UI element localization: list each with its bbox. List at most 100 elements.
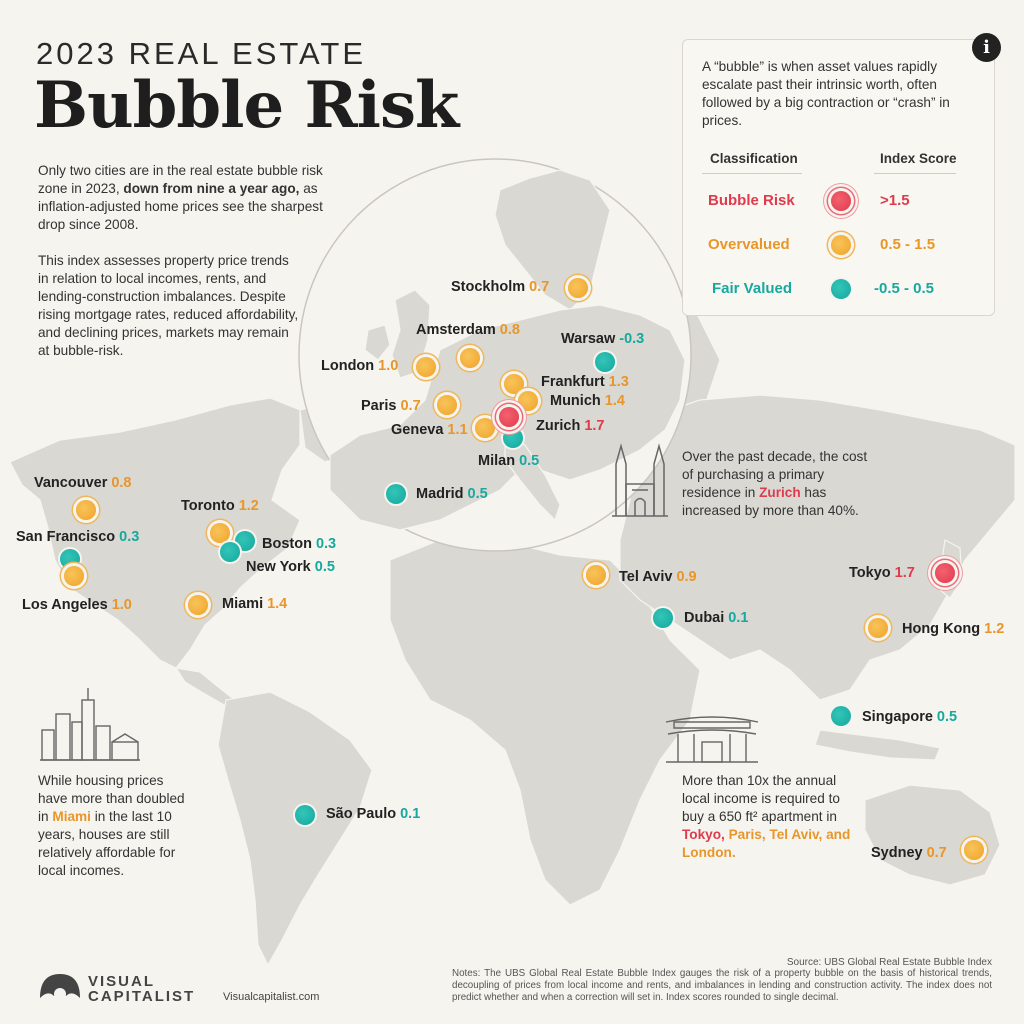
label-new-york: New York 0.5 xyxy=(246,559,335,575)
marker-amsterdam[interactable] xyxy=(460,348,480,368)
score-san-francisco: 0.3 xyxy=(119,529,140,545)
score-zurich: 1.7 xyxy=(584,418,605,434)
marker-boston[interactable] xyxy=(235,531,255,551)
legend-divider-right xyxy=(874,173,956,174)
intro-text-c: as inflation-adjusted home prices see th… xyxy=(38,181,323,232)
miami-note: While housing prices have more than doub… xyxy=(38,772,193,880)
asia-landmass xyxy=(619,394,1016,701)
legend-label-bubble-risk: Bubble Risk xyxy=(708,192,795,209)
logo-line-2: CAPITALIST xyxy=(88,988,196,1005)
label-hong-kong: Hong Kong 1.2 xyxy=(902,621,1005,637)
label-milan: Milan 0.5 xyxy=(478,453,540,469)
tokyo-note: More than 10x the annual local income is… xyxy=(682,773,851,860)
legend-range-fair-valued: -0.5 - 0.5 xyxy=(874,280,935,297)
zurich-note-text-a: Over the past decade, the cost of purcha… xyxy=(682,449,868,500)
tokyo-note-city-telaviv: Tel Aviv, xyxy=(769,827,823,842)
score-stockholm: 0.7 xyxy=(529,279,550,295)
score-london: 1.0 xyxy=(378,358,399,374)
marker-tel-aviv[interactable] xyxy=(586,565,606,585)
marker-madrid[interactable] xyxy=(386,484,406,504)
italy-landmass xyxy=(504,439,561,522)
marker-vancouver[interactable] xyxy=(76,500,96,520)
label-miami: Miami 1.4 xyxy=(222,596,288,612)
intro-text-bold: down from nine a year ago, xyxy=(123,181,300,196)
label-boston: Boston 0.3 xyxy=(262,536,337,552)
tokyo-note-city-tokyo: Tokyo xyxy=(682,827,722,842)
label-los-angeles: Los Angeles 1.0 xyxy=(22,597,132,613)
logo-wordmark: VISUAL CAPITALIST xyxy=(88,974,195,1004)
label-toronto: Toronto 1.2 xyxy=(181,498,259,514)
label-zurich: Zurich 1.7 xyxy=(536,418,605,434)
marker-zurich[interactable] xyxy=(499,407,519,427)
legend-dot-fair-valued xyxy=(831,279,851,299)
marker-miami[interactable] xyxy=(188,595,208,615)
score-vancouver: 0.8 xyxy=(111,475,132,491)
score-sao-paulo: 0.1 xyxy=(400,806,421,822)
score-los-angeles: 1.0 xyxy=(111,597,132,613)
north-america-landmass xyxy=(9,397,301,669)
marker-san-francisco[interactable] xyxy=(60,549,80,569)
methodology-notes: Notes: The UBS Global Real Estate Bubble… xyxy=(452,968,992,1003)
tokyo-note-text-a: More than 10x the annual local income is… xyxy=(682,773,840,824)
score-frankfurt: 1.3 xyxy=(608,374,629,390)
marker-munich[interactable] xyxy=(518,391,538,411)
legend-dot-bubble-risk xyxy=(831,191,851,211)
marker-warsaw[interactable] xyxy=(595,352,615,372)
score-amsterdam: 0.8 xyxy=(499,322,520,338)
legend-range-overvalued: 0.5 - 1.5 xyxy=(880,236,936,253)
marker-new-york[interactable] xyxy=(220,542,240,562)
label-amsterdam: Amsterdam 0.8 xyxy=(416,322,520,338)
label-stockholm: Stockholm 0.7 xyxy=(451,279,550,295)
marker-tokyo[interactable] xyxy=(935,563,955,583)
label-munich: Munich 1.4 xyxy=(550,393,625,409)
marker-paris[interactable] xyxy=(437,395,457,415)
label-london: London 1.0 xyxy=(321,358,399,374)
indonesia-landmass xyxy=(814,729,941,761)
miami-note-text-b: in the last 10 years, houses are still r… xyxy=(38,809,176,878)
label-dubai: Dubai 0.1 xyxy=(684,610,749,626)
marker-sydney[interactable] xyxy=(964,840,984,860)
website-link[interactable]: Visualcapitalist.com xyxy=(223,991,320,1003)
miami-note-text-a: While housing prices have more than doub… xyxy=(38,773,185,824)
score-tel-aviv: 0.9 xyxy=(676,569,697,585)
label-sao-paulo: São Paulo 0.1 xyxy=(326,806,421,822)
legend-label-fair-valued: Fair Valued xyxy=(712,280,793,297)
marker-dubai[interactable] xyxy=(653,608,673,628)
score-sydney: 0.7 xyxy=(926,845,947,861)
label-tokyo: Tokyo 1.7 xyxy=(849,565,915,581)
legend-box xyxy=(682,39,995,316)
scandinavia-landmass xyxy=(494,169,611,311)
marker-london[interactable] xyxy=(416,357,436,377)
score-miami: 1.4 xyxy=(267,596,288,612)
legend-label-overvalued: Overvalued xyxy=(708,236,790,253)
marker-geneva[interactable] xyxy=(475,418,495,438)
visual-capitalist-logo xyxy=(40,974,80,1000)
marker-sao-paulo[interactable] xyxy=(295,805,315,825)
source-note: Source: UBS Global Real Estate Bubble In… xyxy=(786,957,992,968)
label-geneva: Geneva 1.1 xyxy=(391,422,468,438)
tokyo-note-city-london: and London. xyxy=(682,827,851,860)
tokyo-note-city-paris: Paris xyxy=(728,827,762,842)
legend-header-index: Index Score xyxy=(880,151,957,166)
info-icon[interactable]: i xyxy=(972,33,1001,62)
marker-los-angeles[interactable] xyxy=(64,566,84,586)
legend-dot-overvalued xyxy=(831,235,851,255)
marker-toronto[interactable] xyxy=(210,523,230,543)
title-top: 2023 REAL ESTATE xyxy=(36,36,366,71)
miami-note-city: Miami xyxy=(52,809,91,824)
score-toronto: 1.2 xyxy=(238,498,259,514)
marker-hong-kong[interactable] xyxy=(868,618,888,638)
marker-stockholm[interactable] xyxy=(568,278,588,298)
marker-frankfurt[interactable] xyxy=(504,374,524,394)
africa-landmass xyxy=(389,539,701,906)
legend-header-classification: Classification xyxy=(710,151,798,166)
ireland-landmass xyxy=(364,324,391,361)
marker-milan[interactable] xyxy=(503,428,523,448)
score-boston: 0.3 xyxy=(315,536,337,552)
tokyo-temple-icon xyxy=(665,716,759,763)
label-sydney: Sydney 0.7 xyxy=(871,845,947,861)
marker-singapore[interactable] xyxy=(831,706,851,726)
logo-line-1: VISUAL xyxy=(88,973,156,990)
score-new-york: 0.5 xyxy=(314,559,335,575)
score-geneva: 1.1 xyxy=(447,422,468,438)
